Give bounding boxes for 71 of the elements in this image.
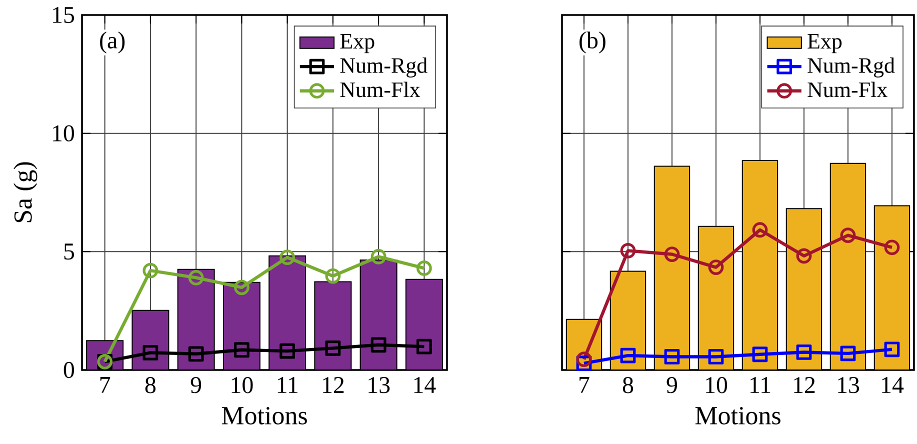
point bbox=[416, 338, 432, 354]
point bbox=[620, 243, 636, 258]
x-tick-label: 10 bbox=[232, 377, 253, 394]
bar bbox=[830, 163, 866, 370]
x-tick-label: 14 bbox=[414, 377, 436, 393]
x-axis-title: Motions bbox=[222, 406, 307, 424]
x-tick-label: 7 bbox=[100, 377, 110, 393]
bar bbox=[269, 256, 306, 370]
x-tick-label: 9 bbox=[666, 377, 677, 394]
legend-label: Num-Flx bbox=[808, 82, 888, 98]
x-tick-label: 13 bbox=[368, 377, 390, 394]
y-tick-label: 5 bbox=[64, 244, 74, 260]
point bbox=[840, 346, 856, 362]
point bbox=[752, 222, 768, 238]
bar bbox=[874, 205, 910, 370]
y-tick-label: 10 bbox=[53, 125, 74, 142]
point bbox=[796, 248, 812, 264]
bar bbox=[742, 160, 778, 370]
x-axis-title: Motions bbox=[695, 406, 780, 424]
point bbox=[708, 260, 724, 275]
bar bbox=[786, 208, 822, 370]
point bbox=[325, 340, 341, 356]
point bbox=[234, 280, 250, 296]
point bbox=[884, 240, 900, 256]
point bbox=[884, 342, 900, 358]
y-axis-title: Sa (g) bbox=[14, 162, 38, 222]
point bbox=[188, 346, 204, 362]
bar bbox=[698, 226, 734, 370]
x-tick-label: 12 bbox=[323, 377, 344, 393]
point bbox=[142, 345, 158, 360]
legend-label: Num-Rgd bbox=[808, 57, 895, 78]
point bbox=[416, 260, 432, 276]
x-tick-label: 14 bbox=[882, 377, 904, 393]
legend-label: Num-Rgd bbox=[340, 57, 428, 78]
x-tick-label: 11 bbox=[750, 377, 770, 393]
annotation: (b) bbox=[580, 32, 606, 54]
bar bbox=[405, 278, 443, 370]
bar bbox=[360, 260, 397, 370]
bar bbox=[314, 282, 352, 370]
point bbox=[188, 270, 204, 286]
point bbox=[796, 344, 812, 360]
legend-label: Exp bbox=[340, 34, 374, 54]
x-tick-label: 8 bbox=[145, 377, 156, 394]
x-tick-label: 13 bbox=[838, 377, 860, 394]
point bbox=[664, 246, 680, 262]
point bbox=[234, 342, 250, 358]
x-tick-label: 8 bbox=[622, 377, 634, 394]
bar bbox=[654, 166, 690, 370]
point bbox=[708, 349, 724, 364]
annotation: (a) bbox=[100, 32, 125, 54]
point bbox=[620, 348, 636, 364]
y-tick-label: 0 bbox=[64, 362, 74, 378]
x-tick-label: 7 bbox=[580, 377, 590, 393]
x-tick-label: 9 bbox=[190, 377, 202, 394]
bar bbox=[610, 271, 646, 370]
y-tick-label: 15 bbox=[53, 6, 74, 24]
legend-label: Num-Flx bbox=[340, 82, 420, 98]
point bbox=[280, 250, 296, 266]
point bbox=[142, 262, 158, 278]
point bbox=[325, 268, 341, 284]
point bbox=[370, 337, 386, 353]
legend-label: Exp bbox=[808, 34, 842, 54]
x-tick-label: 11 bbox=[278, 377, 298, 393]
point bbox=[370, 248, 386, 264]
point bbox=[752, 346, 768, 362]
x-tick-label: 12 bbox=[794, 377, 815, 393]
x-tick-label: 10 bbox=[706, 377, 728, 394]
point bbox=[664, 349, 680, 364]
point bbox=[576, 352, 592, 368]
point bbox=[280, 343, 296, 359]
point bbox=[840, 228, 856, 244]
